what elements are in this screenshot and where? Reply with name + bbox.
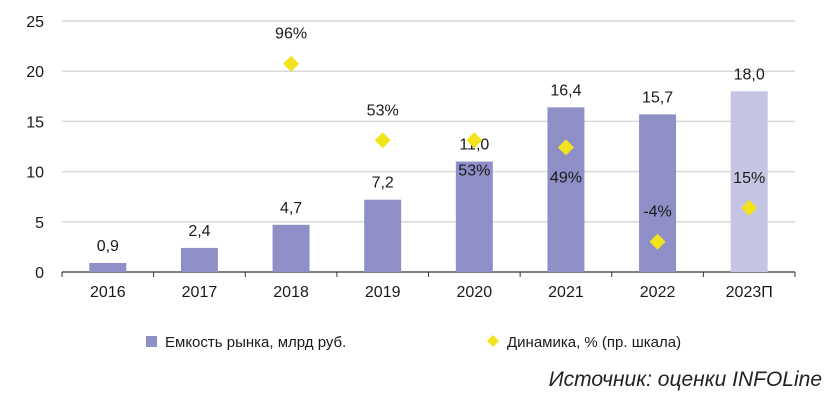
growth-marker xyxy=(649,233,666,250)
x-tick-label: 2021 xyxy=(548,284,584,301)
x-tick-label: 2023П xyxy=(726,284,773,301)
x-tick-label: 2022 xyxy=(640,284,676,301)
y-tick-label: 0 xyxy=(35,265,44,282)
bar xyxy=(180,247,218,272)
bar xyxy=(89,262,127,272)
x-tick-label: 2017 xyxy=(182,284,218,301)
x-tick-label: 2019 xyxy=(365,284,401,301)
legend-marker-label: Динамика, % (пр. шкала) xyxy=(507,334,681,351)
growth-marker xyxy=(466,132,483,149)
x-tick-label: 2018 xyxy=(273,284,309,301)
growth-label: 49% xyxy=(550,169,582,186)
bar xyxy=(364,199,402,272)
y-tick-label: 15 xyxy=(26,114,44,131)
growth-marker xyxy=(557,139,574,156)
bar-value-label: 0,9 xyxy=(97,238,119,255)
y-tick-label: 5 xyxy=(35,215,44,232)
growth-marker xyxy=(374,132,391,149)
growth-label: 53% xyxy=(458,162,490,179)
legend-marker-swatch xyxy=(487,335,499,347)
bar-value-label: 16,4 xyxy=(550,82,581,99)
y-tick-label: 20 xyxy=(26,64,44,81)
bar-value-label: 15,7 xyxy=(642,89,673,106)
growth-marker xyxy=(741,199,758,216)
bar-value-label: 4,7 xyxy=(280,200,302,217)
bar xyxy=(547,107,585,273)
legend-bar-swatch xyxy=(146,336,157,347)
y-tick-label: 25 xyxy=(26,14,44,31)
x-tick-label: 2020 xyxy=(457,284,493,301)
growth-label: 53% xyxy=(367,102,399,119)
bar xyxy=(730,91,768,272)
growth-marker xyxy=(283,55,300,72)
bar-value-label: 18,0 xyxy=(734,66,765,83)
bar xyxy=(455,161,493,272)
growth-label: 15% xyxy=(733,170,765,187)
bar-value-label: 7,2 xyxy=(372,175,394,192)
bar xyxy=(272,224,310,272)
y-tick-label: 10 xyxy=(26,165,44,182)
source-note: Источник: оценки INFOLine xyxy=(548,368,822,391)
x-tick-label: 2016 xyxy=(90,284,126,301)
growth-label: 96% xyxy=(275,26,307,43)
bar-value-label: 2,4 xyxy=(188,223,210,240)
growth-label: -4% xyxy=(643,204,671,221)
legend-bar-label: Емкость рынка, млрд руб. xyxy=(165,334,346,351)
